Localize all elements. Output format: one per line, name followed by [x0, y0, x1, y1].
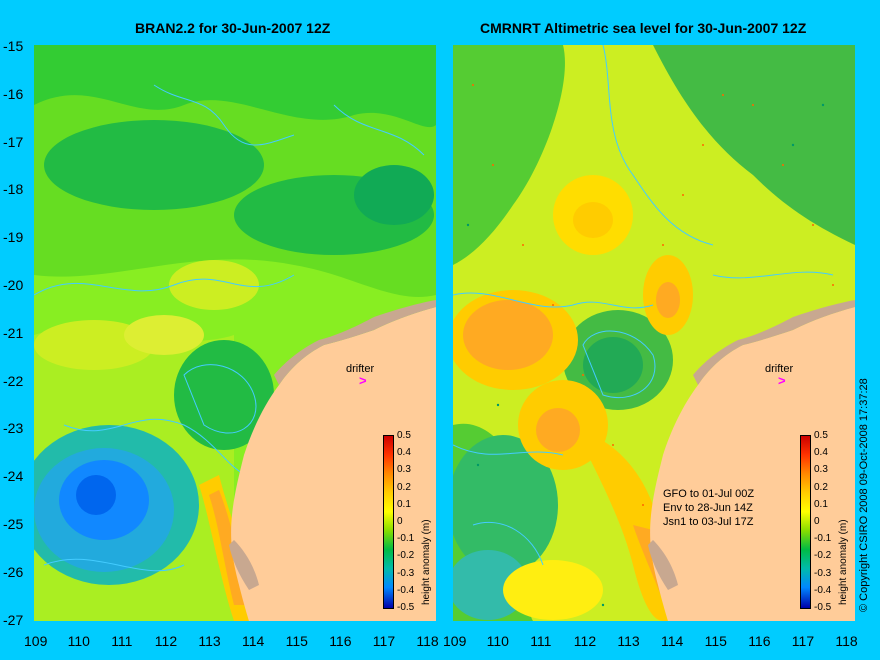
longitude-tick: 110 — [486, 633, 509, 649]
right-map-title: CMRNRT Altimetric sea level for 30-Jun-2… — [480, 20, 807, 36]
colorbar-tick-label: 0.3 — [397, 464, 411, 476]
right-colorbar-title: height anomaly (m) — [838, 519, 849, 605]
left-colorbar-title: height anomaly (m) — [421, 519, 432, 605]
longitude-tick: 113 — [198, 633, 221, 649]
latitude-tick: -20 — [3, 277, 24, 293]
longitude-tick: 110 — [67, 633, 90, 649]
colorbar-tick-label: 0.4 — [814, 447, 828, 459]
latitude-tick: -21 — [3, 324, 24, 341]
drifter-label-right: drifter — [765, 363, 794, 375]
right-map-canvas — [453, 45, 855, 621]
colorbar-tick-label: -0.2 — [397, 550, 415, 562]
longitude-tick: 111 — [530, 633, 552, 649]
colorbar-tick-label: 0.3 — [814, 464, 828, 476]
left-map-canvas — [34, 45, 436, 621]
longitude-tick: 112 — [573, 633, 597, 649]
colorbar-tick-label: 0.1 — [397, 498, 411, 510]
longitude-tick: 115 — [285, 633, 308, 649]
longitude-tick: 115 — [704, 633, 727, 649]
longitude-tick: 118 — [416, 633, 439, 649]
colorbar-tick-label: 0.1 — [814, 498, 828, 510]
colorbar-tick-label: -0.5 — [814, 602, 832, 613]
left-map-panel[interactable]: drifter > 0.5 0.4 0.3 0.2 0.1 0 -0.1 -0.2 -0.3 -0… — [34, 45, 436, 621]
longitude-tick: 109 — [443, 633, 467, 649]
colorbar-tick-label: -0.2 — [814, 550, 832, 562]
colorbar-tick-label: -0.5 — [397, 602, 415, 613]
latitude-tick: -16 — [3, 85, 24, 102]
satellite-env: Env to 28-Jun 14Z — [663, 502, 753, 514]
satellite-jsn1: Jsn1 to 03-Jul 17Z — [663, 516, 754, 528]
longitude-tick: 109 — [24, 633, 48, 649]
colorbar-tick-label: 0 — [397, 516, 403, 527]
colorbar-tick-label: 0.2 — [814, 481, 828, 493]
longitude-tick: 114 — [661, 633, 684, 649]
latitude-tick: -18 — [3, 181, 24, 198]
drifter-marker-left: > — [359, 373, 367, 388]
drifter-marker-right: > — [778, 373, 786, 388]
right-map-panel[interactable]: drifter > GFO to 01-Jul 00Z Env to 28-Ju… — [453, 45, 855, 621]
satellite-gfo: GFO to 01-Jul 00Z — [663, 488, 755, 500]
colorbar-tick-label: 0.5 — [397, 430, 411, 441]
colorbar-tick-label: 0.2 — [397, 481, 411, 493]
latitude-tick: -25 — [3, 516, 24, 532]
latitude-tick: -22 — [3, 372, 24, 389]
longitude-tick: 114 — [242, 633, 265, 649]
colorbar-tick-label: 0.4 — [397, 447, 411, 459]
longitude-tick: 116 — [329, 633, 352, 649]
colorbar-tick-label: -0.4 — [397, 584, 415, 596]
longitude-tick: 118 — [835, 633, 858, 649]
longitude-tick: 111 — [111, 633, 133, 649]
longitude-tick: 117 — [372, 633, 396, 649]
latitude-tick: -17 — [3, 133, 24, 150]
right-colorbar-scale — [800, 435, 811, 609]
left-map-title: BRAN2.2 for 30-Jun-2007 12Z — [135, 20, 331, 36]
colorbar-tick-label: -0.1 — [814, 533, 832, 545]
colorbar-tick-label: -0.3 — [814, 567, 832, 579]
latitude-tick: -27 — [3, 611, 24, 628]
colorbar-tick-label: -0.4 — [814, 584, 832, 596]
latitude-tick: -15 — [3, 38, 24, 54]
latitude-tick: -23 — [3, 420, 24, 437]
copyright-text: © Copyright CSIRO 2008 09-Oct-2008 17:37… — [858, 378, 870, 612]
longitude-tick: 116 — [748, 633, 771, 649]
longitude-tick: 113 — [617, 633, 640, 649]
colorbar-tick-label: 0.5 — [814, 430, 828, 441]
longitude-tick: 117 — [791, 633, 815, 649]
longitude-tick: 112 — [154, 633, 178, 649]
latitude-tick: -24 — [3, 468, 24, 485]
colorbar-tick-label: 0 — [814, 516, 820, 527]
colorbar-tick-label: -0.3 — [397, 567, 415, 579]
latitude-tick: -26 — [3, 563, 24, 580]
drifter-label-left: drifter — [346, 363, 375, 375]
latitude-tick: -19 — [3, 229, 24, 246]
left-colorbar-scale — [383, 435, 394, 609]
colorbar-tick-label: -0.1 — [397, 533, 415, 545]
